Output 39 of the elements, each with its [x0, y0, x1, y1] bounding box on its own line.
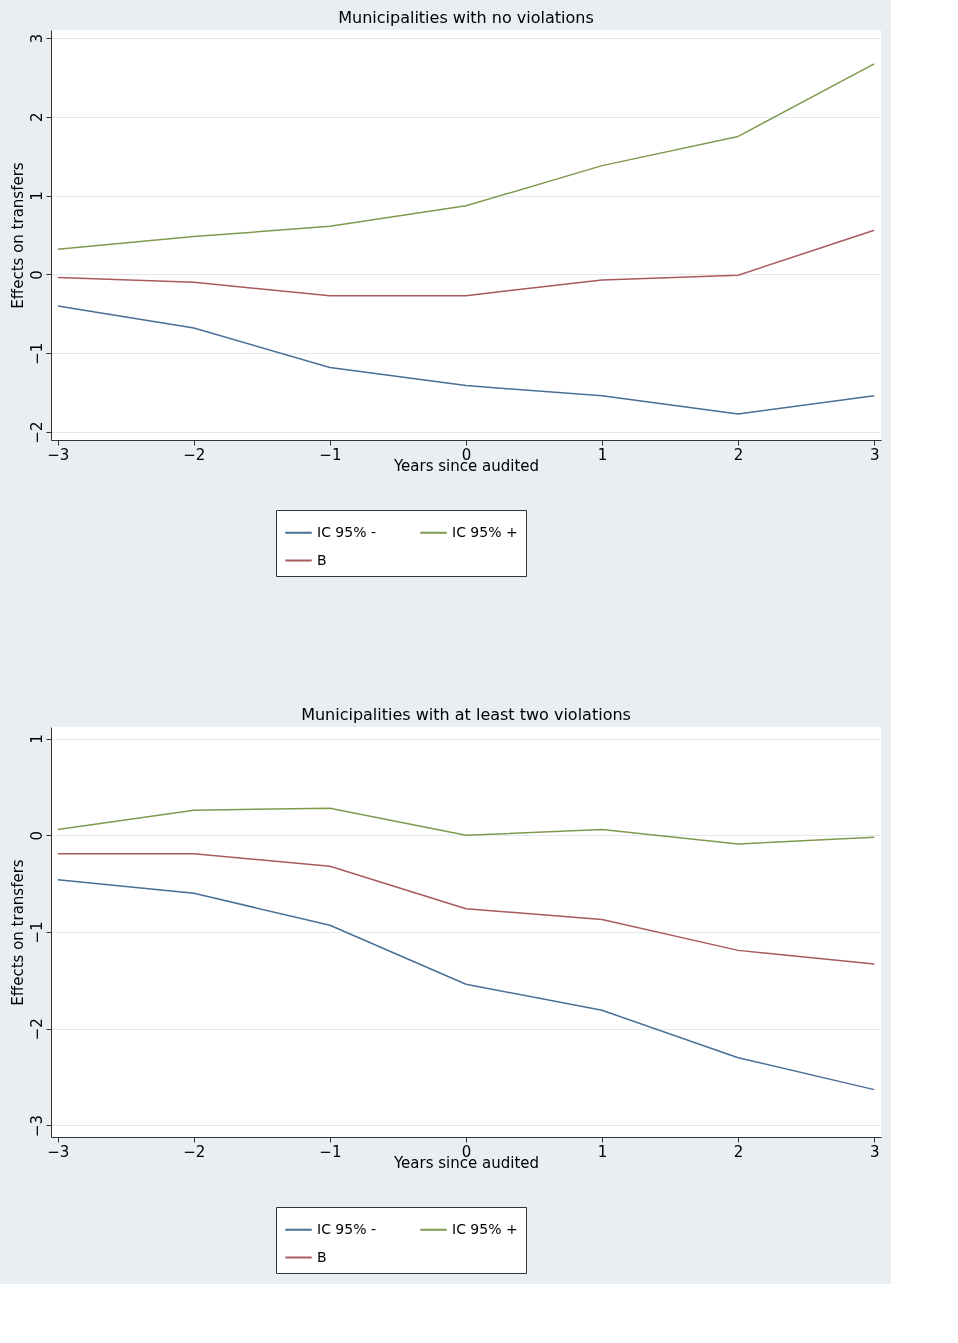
- legend-label: B: [317, 1248, 327, 1265]
- x-tick-label: −1: [319, 445, 342, 464]
- y-tick-label: −2: [27, 1018, 46, 1041]
- x-tick-label: 1: [597, 1142, 608, 1161]
- y-tick-label: 3: [27, 33, 46, 44]
- line-series: [57, 229, 875, 297]
- legend-label: IC 95% -: [317, 1220, 376, 1237]
- y-axis-title: Effects on transfers: [8, 859, 27, 1006]
- x-tick-label: 3: [869, 1142, 880, 1161]
- y-axis-title: Effects on transfers: [8, 162, 27, 309]
- x-tick-label: 1: [597, 445, 608, 464]
- line-series: [57, 305, 875, 415]
- y-tick-label: 0: [27, 270, 46, 280]
- y-tick-label: 0: [27, 831, 46, 841]
- y-tick-label: −1: [27, 342, 46, 365]
- x-tick-label: 2: [733, 445, 744, 464]
- x-tick-label: 3: [869, 445, 880, 464]
- line-series: [57, 879, 875, 1091]
- x-tick-label: −3: [47, 1142, 70, 1161]
- x-tick-label: −2: [183, 445, 206, 464]
- legend-label: IC 95% +: [452, 523, 518, 540]
- line-series: [57, 852, 875, 965]
- x-tick-label: −2: [183, 1142, 206, 1161]
- y-tick-label: −3: [27, 1114, 46, 1137]
- legend-label: B: [317, 551, 327, 568]
- y-tick-label: 2: [27, 112, 46, 122]
- y-tick-label: −1: [27, 921, 46, 944]
- y-tick-label: 1: [27, 734, 46, 744]
- line-series: [57, 63, 875, 250]
- y-tick-label: 1: [27, 191, 46, 201]
- x-tick-label: −3: [47, 445, 70, 464]
- y-tick-label: −2: [27, 421, 46, 444]
- chart-title: Municipalities with at least two violations: [301, 705, 631, 724]
- legend-label: IC 95% -: [317, 523, 376, 540]
- x-tick-label: 2: [733, 1142, 744, 1161]
- chart-title: Municipalities with no violations: [338, 8, 594, 27]
- legend-label: IC 95% +: [452, 1220, 518, 1237]
- x-tick-label: −1: [319, 1142, 342, 1161]
- line-series: [57, 807, 875, 845]
